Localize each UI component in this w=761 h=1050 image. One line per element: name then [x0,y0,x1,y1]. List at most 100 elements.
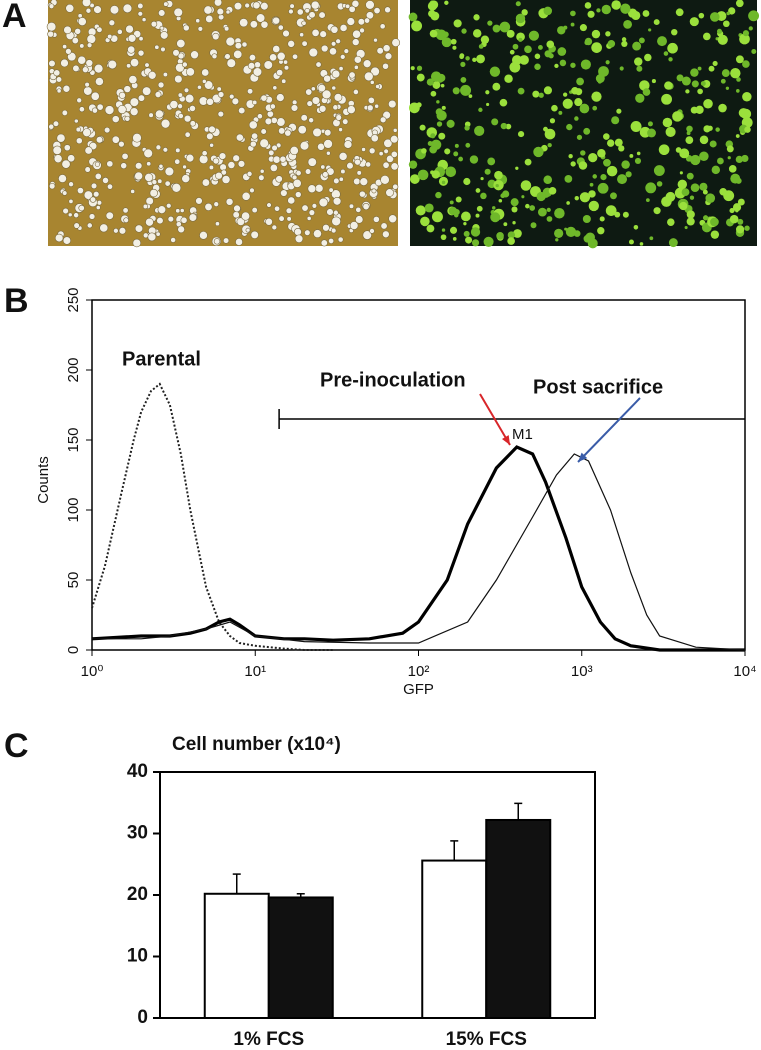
cell [656,181,663,187]
cell [431,170,440,179]
cell [417,169,429,181]
cell [735,55,744,64]
cell [332,104,339,111]
cell [338,66,344,72]
cell [155,144,162,151]
cell [558,110,563,115]
cell [343,140,353,149]
cell [623,20,632,29]
cell [145,217,154,227]
cell [537,207,547,217]
cell [426,224,435,233]
cell [691,80,699,88]
cell [515,1,521,7]
cell [498,198,503,203]
cell [299,32,305,38]
cell [576,134,583,140]
cell [607,40,616,48]
cell [130,189,136,194]
cell [235,133,244,142]
cell [170,237,176,243]
cell [662,117,673,128]
annotation: Parental [122,348,201,370]
cell [134,224,144,233]
cell [444,0,449,5]
cell [362,230,372,240]
cell [308,117,314,124]
cell [700,81,706,87]
cell [237,160,246,168]
cell [554,228,564,238]
cell [665,191,676,202]
cell [326,208,334,216]
cell [428,9,436,18]
cell [603,158,611,167]
cell [48,182,56,190]
cell [107,59,117,70]
cell [591,42,602,53]
x-tick-label: 10¹ [244,663,266,680]
cell [185,153,195,163]
cell [588,200,599,212]
cell [564,227,568,231]
cell [354,158,361,166]
cell [463,230,470,237]
cell [480,35,490,44]
cell [665,126,676,137]
cell [454,143,459,148]
cell [353,64,359,70]
cell [201,150,208,157]
cell [675,8,684,17]
cell [195,197,203,205]
cell [751,49,757,55]
cell [730,67,741,79]
cell [686,210,695,219]
cell [638,37,645,44]
cell [603,133,610,140]
cell [382,161,390,169]
histogram-line [91,445,745,652]
cell [730,173,741,184]
cell [663,51,669,56]
cell [543,175,553,185]
cell [322,171,329,178]
cell [645,182,657,194]
cell [458,156,464,162]
cell [206,97,214,106]
cell [103,126,111,134]
cell [368,147,376,155]
cell [359,27,365,34]
cell [269,103,276,110]
cell [272,155,281,164]
cell [634,57,643,66]
cell [441,105,446,110]
cell [104,105,115,115]
cell [365,11,374,20]
cell [554,63,559,69]
cell [741,154,749,163]
cell [617,174,628,185]
cell [453,19,462,28]
cell [677,179,688,190]
cell [182,24,190,32]
cell [213,0,223,7]
cell [95,205,101,210]
cell [84,146,93,155]
cell [76,97,82,104]
cell [328,187,334,193]
cell [748,26,753,31]
cell [249,140,257,148]
cell [491,118,499,126]
cell [79,43,85,49]
cell [622,211,629,218]
cell [201,178,210,187]
cell [180,216,188,224]
cell [584,37,593,46]
cell [62,190,68,196]
cell [449,200,454,205]
cell [345,3,351,9]
cell [378,151,384,157]
cell [163,1,169,7]
cell [521,195,525,199]
cell [96,199,103,206]
